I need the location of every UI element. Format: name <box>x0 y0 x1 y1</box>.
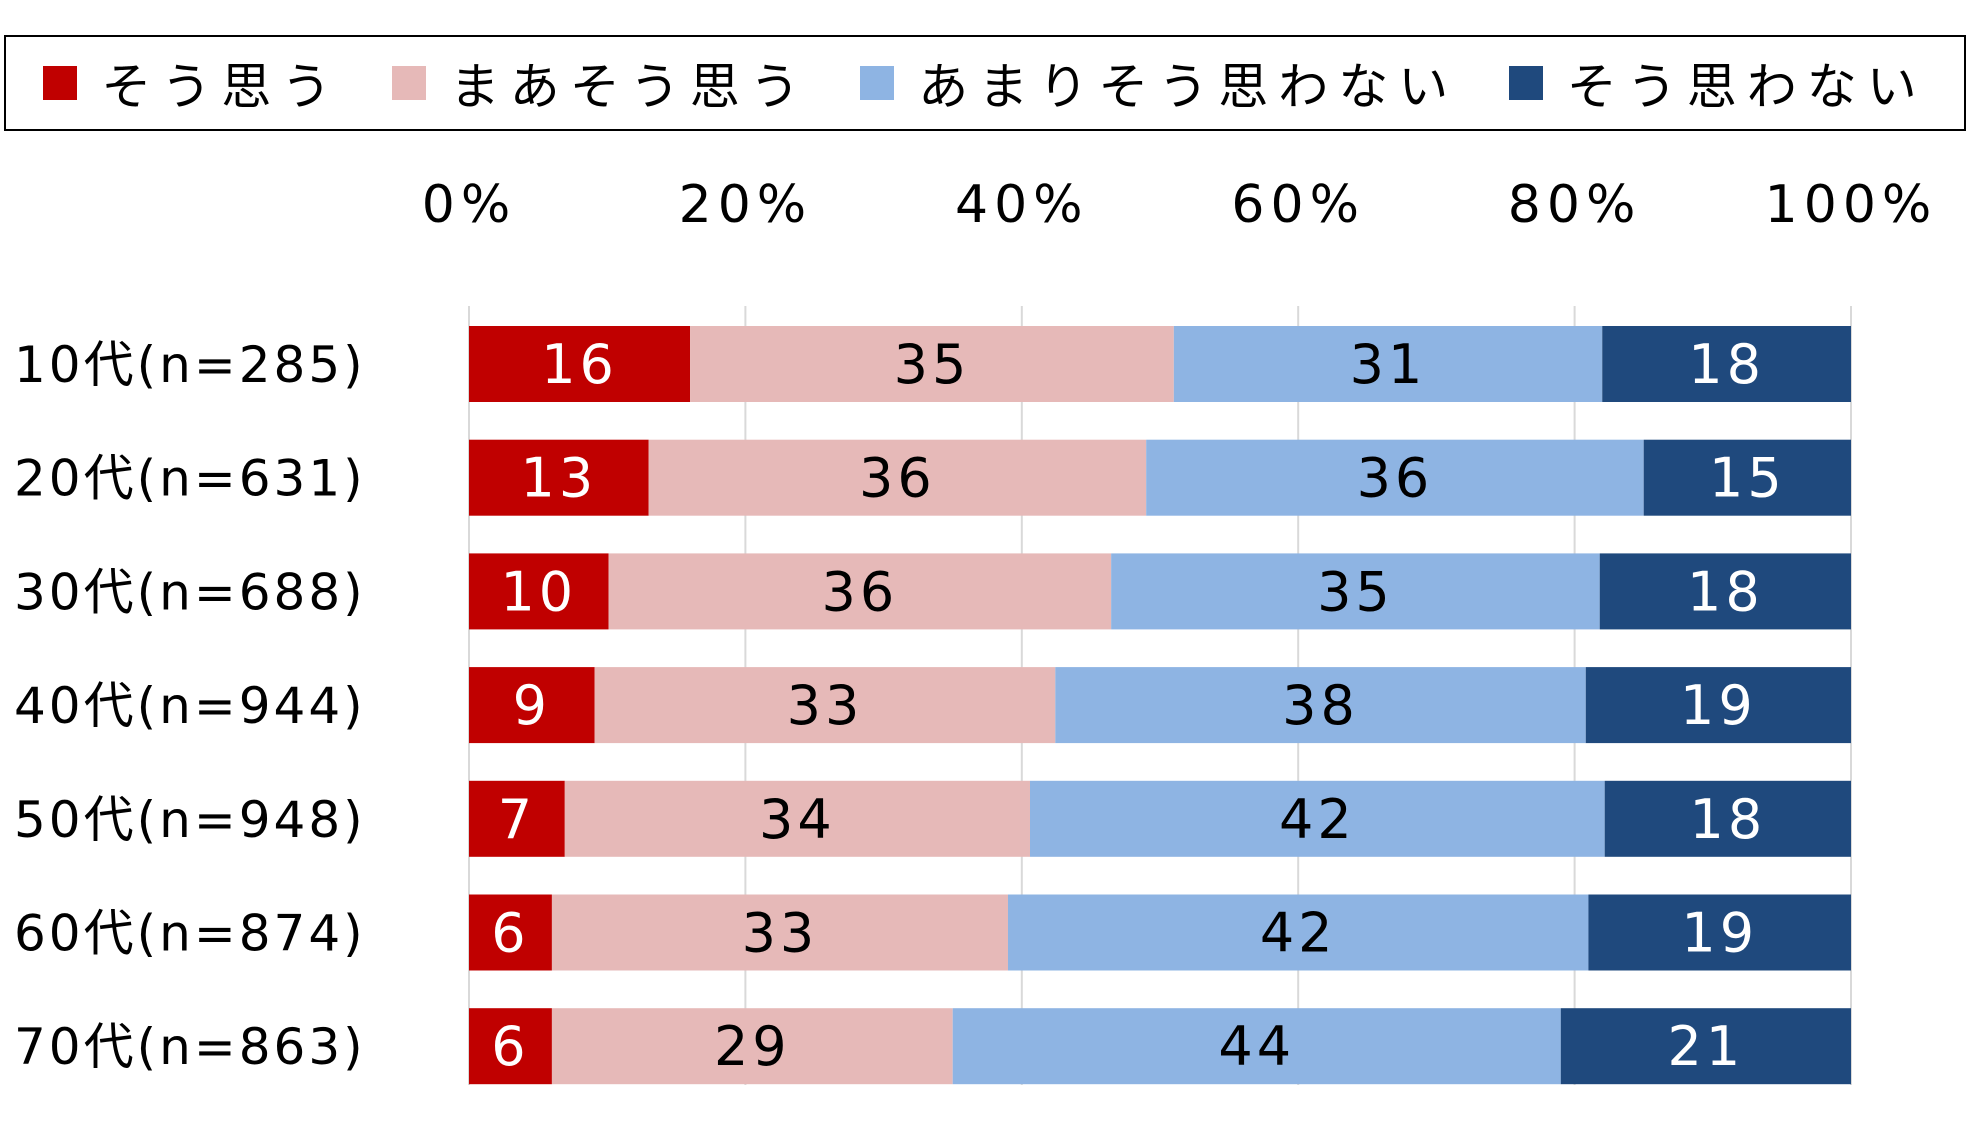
x-tick-label: 80% <box>1508 175 1642 235</box>
bar-segment <box>469 894 552 971</box>
legend-swatch <box>391 66 426 100</box>
legend-item: そう思う <box>43 47 341 119</box>
legend-label: そう思う <box>101 58 342 116</box>
data-label: 18 <box>1687 560 1764 623</box>
bar-segment <box>469 326 691 402</box>
category-label: 40代(n=944) <box>14 677 366 735</box>
data-label: 16 <box>541 333 618 396</box>
bar-segment <box>952 1008 1561 1085</box>
legend-label: そう思わない <box>1566 58 1927 116</box>
x-tick-label: 0% <box>422 175 517 235</box>
bar-segment <box>469 780 565 857</box>
bar-segment <box>648 439 1147 516</box>
data-label: 35 <box>894 333 971 396</box>
bar-segment <box>608 553 1112 630</box>
data-label: 7 <box>498 788 536 851</box>
bar-segment <box>564 780 1031 857</box>
data-label: 31 <box>1350 333 1427 396</box>
bar-segment <box>1146 439 1644 516</box>
bar-segment <box>551 894 1008 971</box>
bar-segment <box>1588 894 1851 971</box>
data-label: 18 <box>1689 788 1766 851</box>
data-label: 34 <box>759 788 836 851</box>
bar-segment <box>1055 667 1586 744</box>
bar-segment <box>1560 1008 1851 1085</box>
data-label: 44 <box>1218 1015 1295 1078</box>
data-label: 9 <box>513 674 551 737</box>
x-tick-label: 100% <box>1765 175 1938 235</box>
category-label: 20代(n=631) <box>14 450 366 508</box>
data-label: 29 <box>714 1015 791 1078</box>
bar-segment <box>1604 780 1851 857</box>
x-tick-label: 60% <box>1231 175 1365 235</box>
x-tick-label: 40% <box>955 175 1089 235</box>
bar-segment <box>469 553 609 630</box>
category-label: 70代(n=863) <box>14 1018 366 1076</box>
bar-segment <box>594 667 1056 744</box>
bar-segment <box>1007 894 1589 971</box>
data-label: 36 <box>1357 447 1434 510</box>
x-tick-label: 20% <box>679 175 813 235</box>
data-label: 38 <box>1282 674 1359 737</box>
data-label: 19 <box>1680 674 1757 737</box>
legend-item: まあそう思う <box>391 47 810 119</box>
data-label: 36 <box>822 560 899 623</box>
data-label: 10 <box>500 560 577 623</box>
bar-segment <box>1030 780 1605 857</box>
bar-segment <box>690 326 1174 402</box>
legend: そう思う まあそう思う あまりそう思わない そう思わない <box>4 35 1966 131</box>
bar-segment <box>1173 326 1603 402</box>
data-label: 33 <box>787 674 864 737</box>
bar-segment <box>551 1008 953 1085</box>
bar-segment <box>1643 439 1851 516</box>
legend-swatch <box>43 66 78 100</box>
category-label: 30代(n=688) <box>14 563 366 621</box>
category-label: 60代(n=874) <box>14 905 366 963</box>
data-label: 6 <box>491 1015 529 1078</box>
bar-segment <box>1599 553 1851 630</box>
data-label: 21 <box>1668 1015 1745 1078</box>
data-label: 15 <box>1709 447 1786 510</box>
bar-segment <box>469 667 595 744</box>
data-label: 6 <box>491 902 529 965</box>
legend-item: あまりそう思わない <box>860 47 1458 119</box>
data-label: 42 <box>1279 788 1356 851</box>
legend-swatch <box>860 66 895 100</box>
bar-segment <box>469 439 649 516</box>
data-label: 42 <box>1260 902 1337 965</box>
bar-segment <box>469 1008 552 1085</box>
legend-swatch <box>1508 66 1543 100</box>
data-label: 19 <box>1681 902 1758 965</box>
category-label: 50代(n=948) <box>14 791 366 849</box>
data-label: 36 <box>859 447 936 510</box>
data-label: 13 <box>520 447 597 510</box>
bar-segment <box>1585 667 1851 744</box>
data-label: 18 <box>1688 333 1765 396</box>
data-label: 35 <box>1317 560 1394 623</box>
legend-item: そう思わない <box>1508 47 1927 119</box>
data-label: 33 <box>742 902 819 965</box>
bar-segment <box>1111 553 1600 630</box>
legend-label: まあそう思う <box>449 58 810 116</box>
bar-segment <box>1602 326 1851 402</box>
category-label: 10代(n=285) <box>14 336 366 394</box>
legend-label: あまりそう思わない <box>918 58 1459 116</box>
